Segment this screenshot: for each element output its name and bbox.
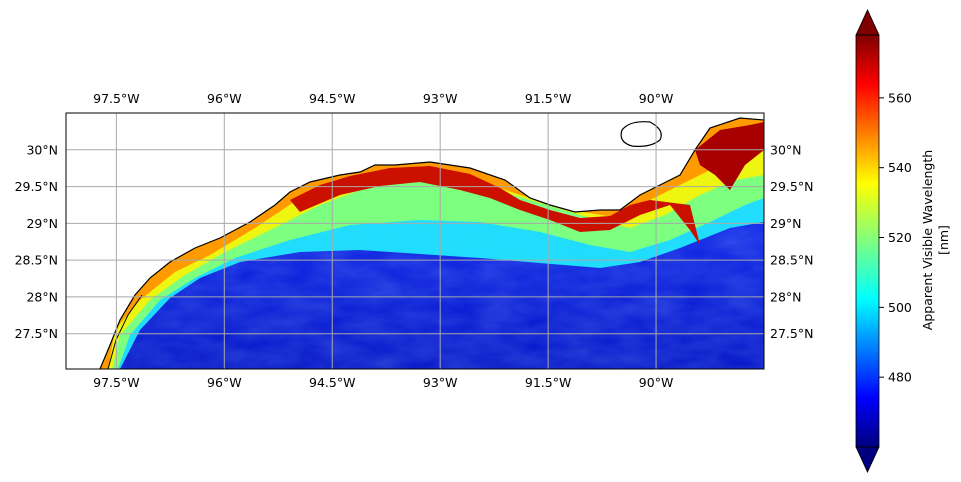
map-panel: 97.5°W 97.5°W 96°W 96°W 94.5°W 94.5°W 93°W 93°W… (15, 91, 814, 390)
barrier-island-outline (107, 294, 143, 369)
lat-label-left: 28.5°N (15, 253, 58, 268)
colorbar-gradient (856, 35, 879, 447)
lon-label-top: 94.5°W (309, 91, 355, 106)
colorbar-label-line1: Apparent Visible Wavelength (920, 150, 935, 330)
colorbar-tick-label: 500 (888, 300, 912, 315)
colorbar-frame (855, 34, 880, 448)
colorbar-ticks: 480 500 520 540 560 (879, 90, 912, 385)
red-coastal-band (290, 166, 700, 245)
lon-label-top: 90°W (639, 91, 674, 106)
lat-label-left: 29°N (26, 216, 58, 231)
colorbar-tick-label: 540 (888, 160, 912, 175)
lon-label-top: 93°W (423, 91, 458, 106)
lon-label-bottom: 96°W (207, 375, 242, 390)
lat-label-right: 29°N (770, 216, 802, 231)
lat-label-right: 27.5°N (770, 326, 813, 341)
map-frame (65, 112, 765, 370)
colorbar-extend-max (855, 9, 880, 36)
lat-label-right: 29.5°N (770, 179, 813, 194)
gridlines (66, 113, 764, 369)
colorbar-tick-label: 560 (888, 90, 912, 105)
map-raster (66, 113, 764, 369)
lon-label-top: 96°W (207, 91, 242, 106)
colorbar: 480 500 520 540 560 Apparent Visible Wavelen… (855, 9, 951, 473)
lon-label-bottom: 93°W (423, 375, 458, 390)
lat-label-left: 28°N (26, 289, 58, 304)
colorbar-extend-min (855, 446, 880, 473)
lat-label-right: 28°N (770, 289, 802, 304)
lat-label-left: 29.5°N (15, 179, 58, 194)
lat-label-left: 30°N (26, 142, 58, 157)
lon-label-bottom: 94.5°W (309, 375, 355, 390)
lat-label-right: 28.5°N (770, 253, 813, 268)
colorbar-tick-label: 520 (888, 230, 912, 245)
lon-label-top: 91.5°W (525, 91, 571, 106)
land (66, 113, 764, 369)
delta-red-plume (695, 122, 764, 190)
lake-pontchartrain-outline (620, 121, 662, 147)
colorbar-label-line2: [nm] (936, 225, 951, 255)
lat-label-left: 27.5°N (15, 326, 58, 341)
lon-label-bottom: 91.5°W (525, 375, 571, 390)
colorbar-tick-label: 480 (888, 370, 912, 385)
lat-label-right: 30°N (770, 142, 802, 157)
lon-label-bottom: 90°W (639, 375, 674, 390)
axis-tick-labels: 97.5°W 97.5°W 96°W 96°W 94.5°W 94.5°W 93°W 93°W… (15, 91, 814, 390)
lon-label-top: 97.5°W (93, 91, 139, 106)
coastline (99, 117, 764, 369)
lon-label-bottom: 97.5°W (93, 375, 139, 390)
